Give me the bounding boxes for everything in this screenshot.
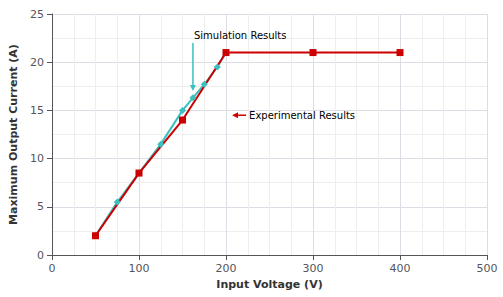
svg-text:Simulation Results: Simulation Results [194, 30, 287, 41]
svg-text:500: 500 [477, 262, 498, 275]
svg-text:Maximum Output Current (A): Maximum Output Current (A) [7, 44, 20, 225]
svg-text:25: 25 [30, 8, 44, 21]
svg-text:15: 15 [30, 104, 44, 117]
svg-text:10: 10 [30, 152, 44, 165]
svg-text:20: 20 [30, 56, 44, 69]
svg-text:300: 300 [303, 262, 324, 275]
svg-text:5: 5 [37, 200, 44, 213]
svg-text:0: 0 [49, 262, 56, 275]
svg-text:0: 0 [37, 249, 44, 262]
svg-text:400: 400 [390, 262, 411, 275]
svg-text:200: 200 [216, 262, 237, 275]
svg-text:Input Voltage (V): Input Voltage (V) [216, 278, 322, 291]
svg-text:100: 100 [129, 262, 150, 275]
svg-text:Experimental Results: Experimental Results [249, 110, 355, 121]
